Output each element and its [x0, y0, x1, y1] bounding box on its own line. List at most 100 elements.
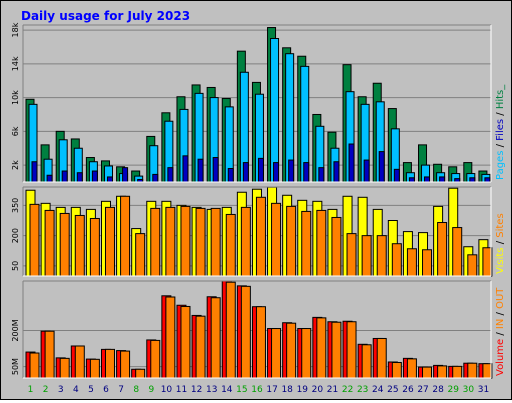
- kbin-bar: [316, 317, 327, 379]
- day-label: 10: [161, 385, 173, 395]
- sites-bar: [240, 206, 251, 277]
- day-label: 26: [402, 385, 414, 395]
- day-label: 19: [297, 385, 309, 395]
- sites-bar: [255, 196, 266, 277]
- kbin-bar: [74, 345, 85, 379]
- sites-bar: [437, 222, 448, 277]
- hits-panel-legend-entry: Pages: [495, 151, 506, 180]
- kbin-bar: [225, 281, 236, 379]
- hits-panel-legend-entry: /: [495, 141, 506, 151]
- pages-bar: [182, 155, 189, 183]
- day-label: 13: [206, 385, 217, 395]
- kbin-bar: [135, 368, 146, 379]
- day-label: 7: [118, 385, 124, 395]
- pages-bar: [333, 161, 340, 183]
- volume-panel-legend-entry: IN: [495, 319, 506, 329]
- sites-bar: [59, 212, 70, 277]
- kbin-bar: [104, 348, 115, 379]
- pages-bar: [31, 161, 38, 183]
- day-label: 16: [251, 385, 263, 395]
- kbin-bar: [120, 350, 131, 379]
- pages-bar: [76, 172, 83, 183]
- day-label: 23: [357, 385, 368, 395]
- day-label: 6: [103, 385, 109, 395]
- kbin-bar: [29, 352, 40, 379]
- day-label: 25: [387, 385, 398, 395]
- hits-panel-legend-entry: Files: [495, 119, 506, 141]
- kbin-bar: [301, 328, 312, 379]
- pages-bar: [212, 157, 219, 183]
- visits-panel-legend: Visits / Sites: [495, 213, 506, 274]
- pages-bar: [318, 167, 325, 183]
- day-label: 5: [88, 385, 94, 395]
- hits-panel-tick-label: 6k: [11, 126, 20, 136]
- sites-bar: [316, 209, 327, 277]
- kbin-bar: [467, 362, 478, 379]
- pages-bar: [257, 157, 264, 183]
- kbin-bar: [44, 330, 55, 379]
- sites-bar: [467, 254, 478, 277]
- day-label: 29: [448, 385, 460, 395]
- day-label: 12: [191, 385, 202, 395]
- day-label: 30: [463, 385, 475, 395]
- day-label: 1: [28, 385, 34, 395]
- day-label: 28: [432, 385, 444, 395]
- pages-bar: [227, 167, 234, 183]
- sites-bar: [331, 216, 342, 277]
- hits-panel-legend-entry: _: [495, 84, 506, 91]
- kbin-bar: [376, 337, 387, 379]
- day-label: 2: [43, 385, 49, 395]
- pages-bar: [424, 176, 431, 183]
- pages-bar: [303, 162, 310, 183]
- pages-bar: [152, 173, 159, 183]
- kbin-bar: [452, 365, 463, 379]
- sites-bar: [225, 213, 236, 277]
- day-label: 17: [266, 385, 277, 395]
- sites-bar: [346, 233, 357, 277]
- visits-panel-legend-entry: Sites: [495, 213, 506, 237]
- pages-bar: [91, 170, 98, 183]
- kbin-bar: [150, 339, 161, 379]
- hits-panel-tick-label: 18k: [11, 22, 20, 37]
- sites-bar: [286, 205, 297, 277]
- kbin-bar: [346, 321, 357, 379]
- kbin-bar: [361, 344, 372, 379]
- hits-panel-legend: Pages / Files / Hits_: [495, 84, 506, 180]
- pages-bar: [454, 178, 461, 183]
- sites-bar: [391, 243, 402, 277]
- sites-bar: [452, 227, 463, 277]
- sites-bar: [120, 195, 131, 277]
- pages-bar: [61, 170, 68, 183]
- pages-bar: [106, 176, 113, 183]
- sites-bar: [195, 207, 206, 277]
- sites-bar: [74, 214, 85, 277]
- visits-panel-legend-entry: Visits: [495, 247, 506, 274]
- day-label: 21: [327, 385, 338, 395]
- kbin-bar: [422, 366, 433, 379]
- sites-bar: [165, 206, 176, 277]
- visits-panel-tick-label: 350: [11, 198, 20, 213]
- sites-bar: [104, 206, 115, 277]
- hits-panel-tick-label: 2k: [11, 160, 20, 170]
- kbin-bar: [165, 296, 176, 379]
- kbin-bar: [437, 365, 448, 379]
- kbin-bar: [240, 285, 251, 379]
- hits-panel-tick-label: 14k: [11, 56, 20, 71]
- pages-bar: [393, 168, 400, 183]
- sites-bar: [376, 235, 387, 277]
- sites-bar: [150, 207, 161, 277]
- day-label: 3: [58, 385, 64, 395]
- day-label: 24: [372, 385, 384, 395]
- sites-bar: [89, 217, 100, 277]
- pages-bar: [288, 159, 295, 183]
- sites-bar: [44, 209, 55, 277]
- pages-bar: [46, 174, 53, 183]
- pages-bar: [439, 176, 446, 183]
- hits-panel-legend-entry: Hits: [495, 90, 506, 109]
- sites-bar: [271, 202, 282, 277]
- kbin-bar: [89, 358, 100, 379]
- volume-panel-legend-entry: /: [495, 309, 506, 319]
- pages-bar: [469, 177, 476, 183]
